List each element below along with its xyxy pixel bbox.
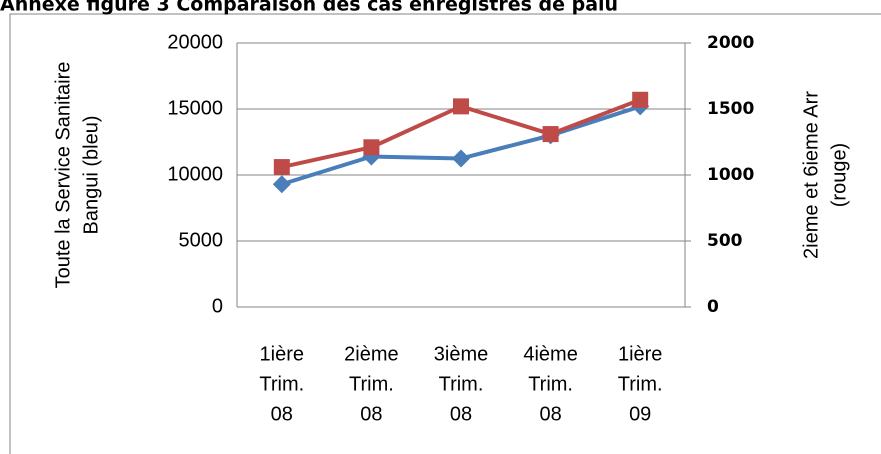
x-tick-label: 08 <box>271 403 293 425</box>
y-tick-label: 15000 <box>167 97 223 119</box>
x-tick-label: 3ième <box>434 343 488 365</box>
marker <box>273 159 290 176</box>
x-tick-label: Trim. <box>259 373 304 395</box>
marker <box>632 91 649 108</box>
x-tick-label: Trim. <box>349 373 394 395</box>
y-axis-label: Bangui (bleu) <box>80 116 102 235</box>
x-tick-label: 08 <box>539 403 561 425</box>
chart-title: Annexe figure 3 Comparaison des cas enre… <box>0 0 618 16</box>
y2-tick-label: 0 <box>707 297 719 317</box>
y2-tick-label: 1500 <box>707 99 754 119</box>
x-tick-label: 2ième <box>344 343 398 365</box>
y2-tick-label: 2000 <box>707 33 754 53</box>
y-tick-label: 10000 <box>167 163 223 185</box>
y-tick-label: 20000 <box>167 31 223 53</box>
x-tick-label: 08 <box>360 403 382 425</box>
y2-tick-label: 500 <box>707 231 743 251</box>
y2-tick-label: 1000 <box>707 165 754 185</box>
x-tick-label: Trim. <box>439 373 484 395</box>
marker <box>452 149 470 168</box>
marker <box>453 98 469 115</box>
x-tick-label: Trim. <box>528 373 573 395</box>
marker <box>272 175 291 194</box>
x-tick-label: 1ière <box>618 343 662 365</box>
marker <box>363 139 380 156</box>
x-tick-label: 4ième <box>523 343 577 365</box>
marker <box>542 126 559 143</box>
x-tick-label: 09 <box>629 403 651 425</box>
y2-axis-label: 2ieme et 6ieme Arr <box>800 91 822 259</box>
x-tick-label: Trim. <box>618 373 663 395</box>
y-tick-label: 0 <box>212 295 223 317</box>
y-tick-label: 5000 <box>179 229 224 251</box>
chart-border <box>9 13 881 454</box>
y2-axis-label: (rouge) <box>828 143 850 207</box>
x-tick-label: 1ière <box>260 343 304 365</box>
y-axis-label: Toute la Service Sanitaire <box>52 62 74 289</box>
x-tick-label: 08 <box>450 403 472 425</box>
